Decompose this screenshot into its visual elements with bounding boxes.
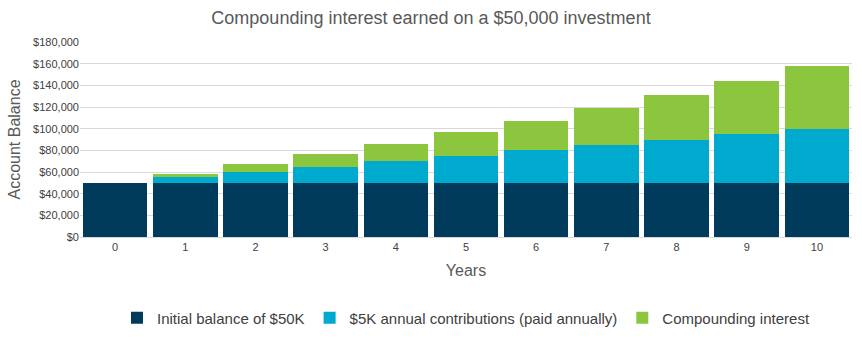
svg-text:$40,000: $40,000	[39, 188, 79, 200]
svg-text:8: 8	[673, 241, 679, 253]
svg-text:2: 2	[252, 241, 258, 253]
svg-text:$160,000: $160,000	[33, 58, 79, 70]
svg-text:7: 7	[603, 241, 609, 253]
svg-text:$140,000: $140,000	[33, 79, 79, 91]
svg-text:$80,000: $80,000	[39, 144, 79, 156]
svg-text:$20,000: $20,000	[39, 209, 79, 221]
svg-text:$120,000: $120,000	[33, 101, 79, 113]
svg-text:Initial balance of $50K: Initial balance of $50K	[157, 310, 305, 327]
svg-text:Years: Years	[446, 262, 486, 279]
svg-text:Compounding interest: Compounding interest	[662, 310, 810, 327]
svg-text:$0: $0	[67, 231, 79, 243]
svg-text:4: 4	[393, 241, 399, 253]
svg-text:$5K annual contributions (paid: $5K annual contributions (paid annually)	[350, 310, 618, 327]
svg-text:0: 0	[112, 241, 118, 253]
svg-text:$60,000: $60,000	[39, 166, 79, 178]
svg-text:$180,000: $180,000	[33, 36, 79, 48]
svg-text:9: 9	[744, 241, 750, 253]
svg-text:6: 6	[533, 241, 539, 253]
svg-text:3: 3	[323, 241, 329, 253]
svg-text:$100,000: $100,000	[33, 123, 79, 135]
svg-text:Account Balance: Account Balance	[6, 79, 23, 199]
svg-text:1: 1	[182, 241, 188, 253]
svg-text:Compounding interest earned on: Compounding interest earned on a $50,000…	[211, 8, 650, 28]
svg-text:5: 5	[463, 241, 469, 253]
svg-text:10: 10	[811, 241, 823, 253]
